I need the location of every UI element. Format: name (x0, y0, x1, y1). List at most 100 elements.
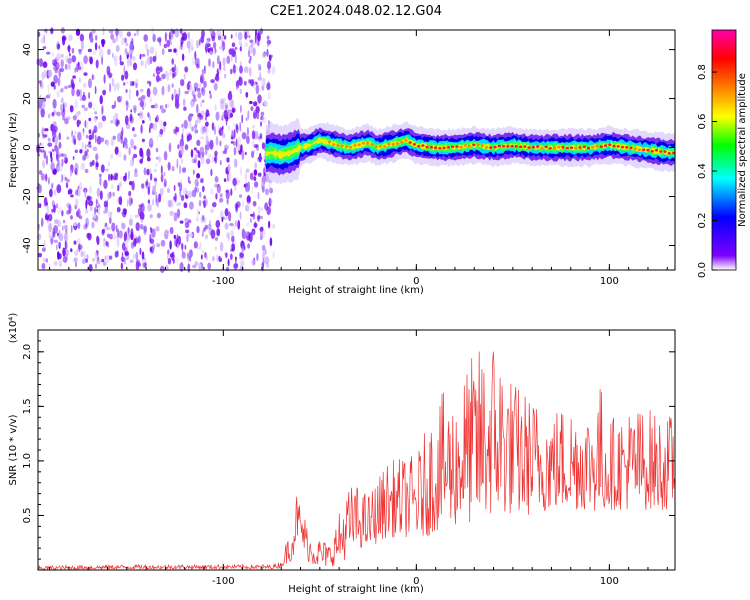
noise-speckle (88, 185, 93, 194)
noise-speckle (248, 232, 253, 243)
noise-speckle (57, 43, 61, 50)
noise-speckle (62, 225, 64, 232)
noise-speckle (210, 187, 214, 196)
noise-speckle (234, 220, 237, 228)
noise-speckle (174, 28, 180, 38)
noise-speckle (124, 251, 129, 256)
noise-speckle (261, 142, 265, 150)
noise-speckle (207, 153, 212, 159)
ridge-peak (569, 146, 574, 149)
noise-speckle (259, 231, 263, 237)
noise-speckle (147, 199, 151, 204)
noise-speckle (267, 92, 271, 100)
noise-speckle (58, 141, 62, 149)
noise-speckle (251, 151, 255, 159)
noise-speckle (108, 29, 114, 34)
ridge-peak (404, 139, 408, 142)
noise-speckle (163, 121, 167, 127)
noise-speckle (252, 200, 257, 207)
noise-speckle (74, 250, 77, 257)
noise-speckle (78, 77, 81, 83)
noise-speckle (45, 258, 48, 263)
noise-speckle (238, 194, 243, 198)
noise-speckle (197, 151, 201, 158)
noise-speckle (258, 136, 263, 140)
noise-speckle (40, 217, 44, 227)
noise-speckle (256, 111, 260, 120)
noise-speckle (99, 190, 103, 200)
noise-speckle (122, 242, 126, 251)
noise-speckle (47, 69, 53, 78)
noise-speckle (82, 132, 85, 137)
noise-speckle (187, 114, 192, 122)
noise-speckle (227, 258, 230, 267)
noise-speckle (40, 37, 45, 44)
noise-speckle (117, 184, 120, 192)
noise-speckle (176, 158, 179, 168)
noise-speckle (52, 137, 55, 143)
noise-speckle (224, 217, 228, 220)
noise-speckle (146, 88, 151, 98)
noise-speckle (120, 175, 123, 182)
noise-speckle (163, 43, 168, 49)
noise-speckle (160, 239, 166, 247)
noise-speckle (250, 39, 254, 48)
ridge-peak (544, 145, 548, 149)
noise-speckle (223, 109, 228, 120)
noise-speckle (193, 159, 197, 164)
noise-speckle (138, 204, 143, 208)
noise-speckle (88, 101, 93, 109)
ridge-peak (612, 144, 616, 148)
ridge-peak (391, 142, 395, 146)
noise-speckle (184, 66, 189, 73)
noise-speckle (212, 41, 217, 49)
noise-speckle (42, 159, 46, 169)
noise-speckle (148, 168, 152, 174)
noise-speckle (98, 45, 101, 50)
noise-speckle (98, 204, 101, 209)
noise-speckle (266, 48, 269, 57)
noise-speckle (183, 119, 188, 129)
noise-speckle (239, 121, 241, 132)
noise-speckle (259, 227, 264, 232)
noise-speckle (162, 124, 166, 133)
noise-speckle (149, 227, 152, 231)
noise-speckle (220, 130, 224, 136)
noise-speckle (239, 88, 242, 95)
noise-speckle (261, 77, 266, 87)
spectrogram-x-ticks: -100 0 100 (49, 30, 668, 287)
noise-speckle (103, 74, 106, 84)
noise-speckle (201, 86, 206, 96)
noise-speckle (74, 67, 77, 73)
ridge-peak (620, 145, 625, 149)
noise-speckle (47, 83, 50, 93)
noise-speckle (112, 232, 117, 240)
noise-speckle (265, 263, 270, 268)
noise-speckle (227, 125, 230, 131)
ridge-peak (578, 146, 582, 149)
noise-speckle (201, 185, 205, 193)
noise-speckle (243, 183, 247, 188)
noise-speckle (126, 199, 129, 207)
colorbar-ticks: 0.0 0.2 0.4 0.6 0.8 (697, 64, 717, 278)
noise-speckle (71, 47, 75, 54)
noise-speckle (84, 107, 88, 112)
noise-speckle (261, 53, 267, 58)
noise-speckle (100, 137, 105, 143)
noise-speckle (254, 33, 257, 44)
noise-speckle (181, 123, 184, 128)
noise-speckle (121, 37, 125, 46)
noise-speckle (106, 140, 110, 147)
ridge-peak (523, 145, 527, 148)
noise-speckle (105, 254, 110, 264)
noise-speckle (227, 92, 233, 101)
noise-speckle (54, 189, 56, 196)
noise-speckle (271, 65, 276, 75)
noise-speckle (98, 48, 104, 58)
noise-speckle (101, 39, 105, 48)
noise-speckle (88, 92, 91, 99)
noise-speckle (119, 54, 122, 63)
noise-speckle (131, 37, 134, 45)
noise-speckle (124, 115, 129, 125)
noise-speckle (235, 256, 237, 264)
